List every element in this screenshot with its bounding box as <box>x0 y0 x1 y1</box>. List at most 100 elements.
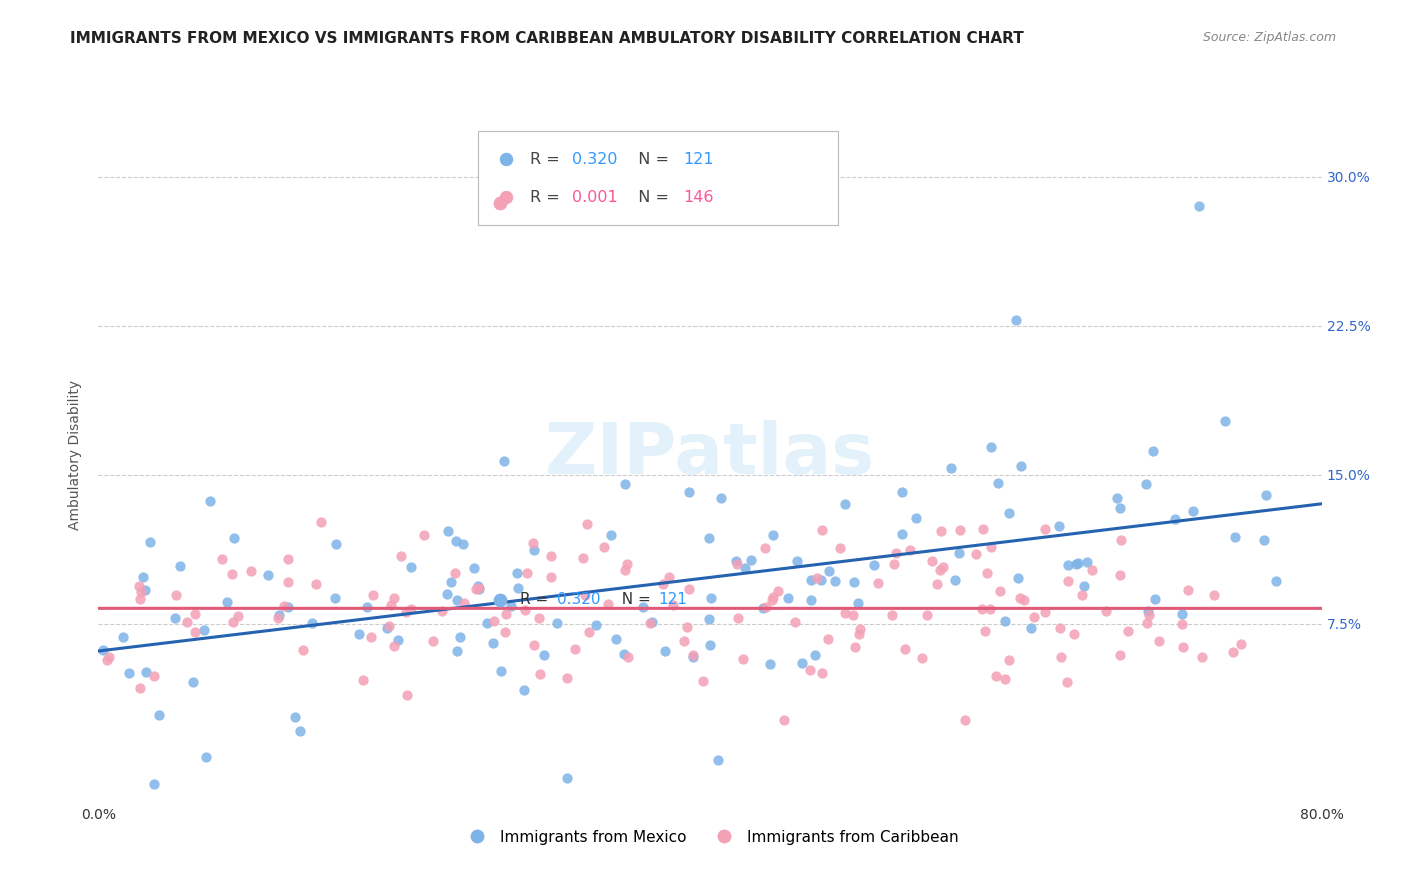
Point <box>98 649 121 664</box>
Point <box>449 630 471 644</box>
Point <box>361 588 384 602</box>
Point <box>533 648 555 662</box>
Point <box>399 602 422 616</box>
Point <box>195 750 218 764</box>
Point <box>1071 588 1094 602</box>
Point <box>818 564 841 578</box>
Point <box>911 650 934 665</box>
Point <box>1177 583 1199 598</box>
Point <box>389 549 412 563</box>
Point <box>305 577 328 591</box>
Point <box>1049 621 1071 635</box>
Point <box>239 564 262 578</box>
Point <box>766 583 789 598</box>
Point <box>676 620 699 634</box>
Point <box>1191 649 1213 664</box>
Point <box>572 551 595 566</box>
Point <box>198 493 221 508</box>
Point <box>844 640 866 655</box>
Point <box>446 593 468 607</box>
Point <box>494 625 516 640</box>
Point <box>516 566 538 580</box>
Point <box>422 633 444 648</box>
Point <box>143 777 166 791</box>
Point <box>277 575 299 590</box>
Point <box>613 648 636 662</box>
Point <box>325 537 347 551</box>
Point <box>1076 555 1098 569</box>
Text: R =: R = <box>530 190 565 205</box>
Point <box>884 545 907 559</box>
Point <box>616 557 638 571</box>
Point <box>773 713 796 727</box>
Point <box>678 485 700 500</box>
Point <box>513 603 536 617</box>
Point <box>585 618 607 632</box>
Point <box>1004 312 1026 326</box>
Point <box>828 541 851 555</box>
Point <box>863 558 886 573</box>
Point <box>513 683 536 698</box>
Text: N =: N = <box>612 592 655 607</box>
Point <box>555 671 578 685</box>
Text: 0.320: 0.320 <box>572 152 617 167</box>
Point <box>1081 563 1104 577</box>
Point <box>468 582 491 596</box>
Point <box>184 607 207 621</box>
Point <box>596 597 619 611</box>
Point <box>939 461 962 475</box>
Point <box>1109 501 1132 516</box>
Point <box>824 574 846 588</box>
Point <box>1225 530 1247 544</box>
Point <box>505 566 527 580</box>
Point <box>1007 571 1029 585</box>
Text: 0.320: 0.320 <box>557 592 600 607</box>
Point <box>1143 592 1166 607</box>
Point <box>134 582 156 597</box>
Point <box>491 664 513 678</box>
Point <box>811 523 834 537</box>
Point <box>184 625 207 640</box>
Point <box>129 585 152 599</box>
Point <box>759 657 782 672</box>
Point <box>444 533 467 548</box>
Point <box>804 648 827 662</box>
Point <box>165 611 187 625</box>
Point <box>1109 533 1132 547</box>
Point <box>1033 605 1056 619</box>
Point <box>1136 603 1159 617</box>
Point <box>761 593 783 607</box>
Point <box>475 615 498 630</box>
Point <box>399 559 422 574</box>
Point <box>375 621 398 635</box>
Point <box>848 626 870 640</box>
Point <box>221 615 243 629</box>
Point <box>904 510 927 524</box>
Point <box>288 723 311 738</box>
Point <box>453 596 475 610</box>
Point <box>1056 574 1078 588</box>
Point <box>1254 488 1277 502</box>
Y-axis label: Ambulatory Disability: Ambulatory Disability <box>69 380 83 530</box>
Point <box>482 636 505 650</box>
Point <box>866 576 889 591</box>
Point <box>817 632 839 647</box>
Point <box>1050 650 1073 665</box>
Point <box>506 581 529 595</box>
Point <box>1095 603 1118 617</box>
Point <box>994 672 1017 686</box>
Point <box>925 577 948 591</box>
Point <box>273 599 295 614</box>
Point <box>211 551 233 566</box>
Point <box>1109 648 1132 662</box>
Text: ZIPatlas: ZIPatlas <box>546 420 875 490</box>
Point <box>1182 504 1205 518</box>
Point <box>800 573 823 587</box>
Point <box>413 528 436 542</box>
Point <box>932 559 955 574</box>
Point <box>965 547 987 561</box>
Point <box>810 573 832 587</box>
Point <box>849 622 872 636</box>
Text: 121: 121 <box>658 592 688 607</box>
Point <box>523 638 546 652</box>
